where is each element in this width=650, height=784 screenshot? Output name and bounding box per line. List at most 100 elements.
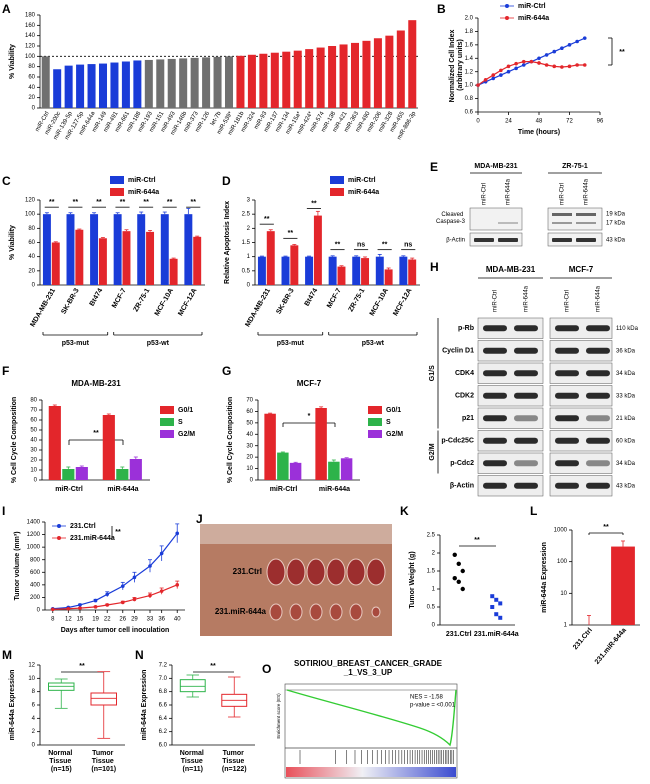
y-tick-label: 70 [30, 408, 37, 414]
bar [373, 38, 382, 108]
x-tick-label: miR-644a [107, 486, 138, 493]
bar [328, 256, 337, 285]
data-point [490, 605, 495, 609]
box [179, 679, 206, 693]
legend-marker [505, 4, 509, 8]
band [514, 437, 538, 444]
bar [352, 256, 361, 285]
panel-label: J [196, 512, 203, 526]
plot-frame [284, 683, 458, 779]
annotation: ** [143, 199, 149, 206]
group-label: p53-mut [62, 340, 90, 347]
bar [98, 63, 108, 108]
y-tick-label: 10 [246, 466, 253, 472]
x-axis-label: Days after tumor cell inoculation [61, 627, 170, 634]
blot-frame [477, 452, 544, 474]
band [483, 460, 507, 467]
bar [396, 30, 405, 108]
bar [350, 42, 360, 108]
data-point [491, 73, 496, 77]
x-tick-label: 96 [597, 119, 604, 125]
data-point [506, 64, 511, 69]
y-tick-label: 0 [250, 478, 254, 484]
bar [160, 214, 169, 285]
band [474, 238, 494, 242]
y-tick-label: 70 [246, 398, 253, 404]
y-axis-label: Enrichment score (ES) [276, 693, 281, 739]
data-point [567, 43, 572, 47]
y-tick-label: 120 [25, 198, 36, 204]
bar [305, 256, 314, 285]
tumor [289, 603, 303, 621]
y-tick-label: 2.5 [242, 212, 251, 218]
bar [110, 62, 119, 108]
stat-label: NES = -1.58 [410, 695, 444, 701]
blot-frame [477, 362, 544, 384]
y-tick-label: 2.0 [465, 16, 474, 22]
y-tick-label: 2 [432, 551, 436, 557]
tumor [366, 558, 386, 586]
annotation: * [308, 413, 311, 420]
y-tick-label: 0 [32, 743, 36, 749]
bar [113, 214, 122, 285]
legend-swatch [110, 188, 124, 196]
size-label: 36 kDa [616, 348, 636, 354]
band [483, 347, 507, 354]
size-label: 17 kDa [606, 221, 626, 227]
lane-label: miR-Ctrl [482, 183, 488, 205]
band [514, 392, 538, 399]
chart-title: MDA-MB-231 [71, 379, 121, 388]
annotation: ** [311, 200, 317, 207]
data-point [175, 531, 180, 536]
legend-marker [57, 524, 61, 528]
row-label: p-Rb [458, 325, 474, 332]
panel-label: A [2, 2, 11, 16]
annotation: ** [73, 199, 79, 206]
bar [224, 56, 234, 108]
bar [270, 52, 279, 108]
panel-label: L [530, 504, 537, 518]
group-label: p53-mut [277, 340, 305, 347]
blot-header: MCF-7 [569, 265, 594, 274]
row-label: Cleaved Caspase-3 [436, 212, 466, 225]
row-label: β-Actin [450, 483, 474, 490]
band [586, 482, 610, 489]
band [555, 482, 579, 489]
bar [282, 51, 291, 108]
x-tick-label: 33 [147, 617, 154, 623]
x-tick-label: miR-Ctrl [270, 486, 298, 493]
bar [129, 459, 142, 480]
x-tick-label: 231.Ctrl [446, 631, 472, 638]
bar [313, 215, 322, 285]
data-point [476, 83, 480, 87]
stat-label: p-value = <0.001 [410, 703, 456, 709]
x-tick-label: 48 [536, 119, 543, 125]
photo-label: 231.miR-644a [215, 607, 267, 616]
legend-label: 231.Ctrl [70, 523, 96, 530]
legend-label: miR-644a [128, 189, 159, 196]
size-label: 19 kDa [606, 212, 626, 218]
legend-swatch [368, 418, 382, 426]
y-tick-label: 8 [32, 689, 36, 695]
blot-frame [469, 207, 523, 231]
legend-label: G2/M [178, 431, 195, 438]
annotation: ** [264, 216, 270, 223]
band [514, 325, 538, 332]
annotation: ** [167, 199, 173, 206]
blot-frame [547, 232, 603, 247]
bar [76, 64, 85, 108]
blot-header: MDA-MB-231 [474, 163, 517, 170]
y-tick-label: 50 [246, 420, 253, 426]
data-point [544, 63, 549, 67]
y-tick-label: 0.5 [427, 605, 436, 611]
x-axis-label: Time (hours) [518, 129, 560, 136]
band [514, 482, 538, 489]
y-tick-label: 40 [28, 85, 35, 91]
y-tick-label: 60 [246, 409, 253, 415]
bar [408, 259, 417, 285]
bar [48, 406, 61, 480]
tumor [371, 606, 381, 618]
band [498, 238, 518, 242]
y-tick-label: 1.0 [465, 83, 474, 89]
blot-header: ZR-75-1 [562, 163, 588, 170]
